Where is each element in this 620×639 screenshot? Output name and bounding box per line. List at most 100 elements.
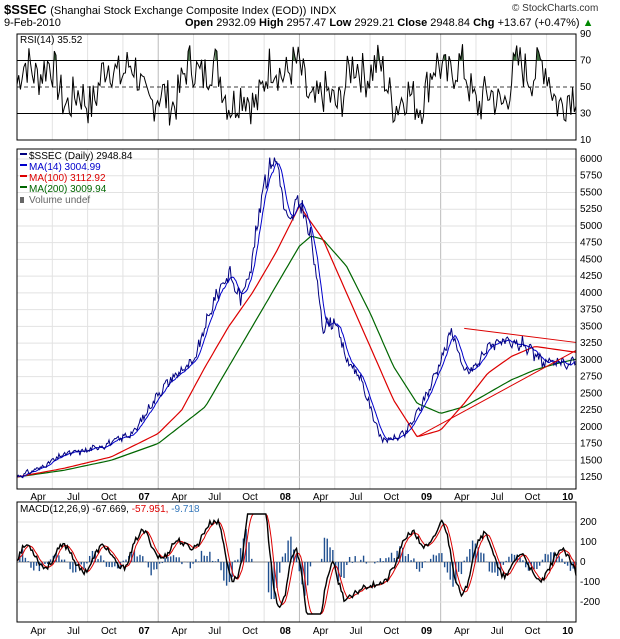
macd-histogram-bar bbox=[491, 562, 493, 573]
legend-entry: MA(14) 3004.99 bbox=[29, 162, 101, 173]
macd-histogram-bar bbox=[86, 562, 88, 564]
macd-histogram-bar bbox=[393, 557, 396, 562]
macd-histogram-bar bbox=[438, 553, 440, 562]
macd-histogram-bar bbox=[114, 562, 116, 567]
macd-histogram-bar bbox=[195, 559, 197, 562]
rsi-overbought-fill bbox=[188, 45, 190, 61]
macd-x-tick-label: Oct bbox=[242, 626, 258, 637]
macd-histogram-bar bbox=[150, 562, 152, 576]
macd-histogram-bar bbox=[519, 557, 521, 562]
price-x-tick-label: Apr bbox=[172, 492, 188, 503]
quote-date: 9-Feb-2010 bbox=[4, 17, 61, 29]
macd-label-signal: -57.951, bbox=[132, 504, 171, 515]
macd-histogram-bar bbox=[474, 543, 477, 562]
macd-histogram-bar bbox=[170, 556, 172, 562]
macd-histogram-bar bbox=[167, 556, 169, 562]
macd-histogram-bar bbox=[130, 551, 133, 562]
rsi-label: RSI(14) 35.52 bbox=[20, 35, 83, 46]
macd-histogram-bar bbox=[334, 562, 337, 569]
macd-histogram-bar bbox=[388, 557, 390, 562]
macd-histogram-bar bbox=[480, 552, 482, 562]
macd-histogram-bar bbox=[457, 562, 460, 572]
macd-tick-label: -200 bbox=[580, 597, 600, 608]
brand-watermark: © StockCharts.com bbox=[512, 3, 599, 14]
macd-histogram-bar bbox=[415, 562, 418, 570]
legend-swatch bbox=[20, 153, 27, 155]
price-tick-label: 3500 bbox=[580, 321, 603, 332]
macd-histogram-bar bbox=[41, 562, 43, 567]
macd-histogram-bar bbox=[133, 550, 136, 562]
macd-histogram-bar bbox=[293, 549, 295, 562]
macd-histogram-bar bbox=[329, 547, 331, 562]
macd-histogram-bar bbox=[360, 559, 362, 562]
rsi-tick-label: 70 bbox=[580, 56, 592, 67]
macd-histogram-bar bbox=[122, 560, 124, 562]
rsi-overbought-fill bbox=[54, 51, 56, 61]
macd-histogram-bar bbox=[541, 559, 544, 562]
price-tick-label: 4500 bbox=[580, 254, 603, 265]
trendline bbox=[464, 327, 577, 343]
macd-x-tick-label: Oct bbox=[101, 626, 117, 637]
macd-histogram-bar bbox=[108, 562, 110, 568]
macd-histogram-bar bbox=[30, 562, 32, 568]
rsi-panel: 10 30 50 70 90 RSI(14) 35.52 bbox=[16, 29, 592, 146]
macd-histogram-bar bbox=[206, 555, 208, 562]
macd-histogram-bar bbox=[477, 547, 479, 562]
macd-histogram-bar bbox=[424, 561, 426, 562]
macd-histogram-bar bbox=[267, 562, 270, 593]
price-tick-label: 1250 bbox=[580, 472, 603, 483]
macd-histogram-bar bbox=[449, 562, 451, 580]
price-x-tick-label: Jul bbox=[208, 492, 221, 503]
macd-histogram-bar bbox=[483, 553, 485, 562]
macd-histogram-bar bbox=[410, 560, 412, 562]
macd-histogram-bar bbox=[142, 556, 144, 562]
macd-histogram-bar bbox=[530, 562, 532, 566]
macd-histogram-bar bbox=[508, 556, 510, 562]
macd-histogram-bar bbox=[466, 556, 468, 562]
macd-histogram-bar bbox=[441, 553, 443, 562]
macd-histogram-bar bbox=[569, 562, 572, 571]
macd-histogram-bar bbox=[211, 560, 214, 562]
macd-histogram-bar bbox=[94, 551, 96, 562]
price-tick-label: 4750 bbox=[580, 238, 603, 249]
macd-histogram-bar bbox=[161, 562, 164, 564]
ohlc-quote: Open 2932.09 High 2957.47 Low 2929.21 Cl… bbox=[185, 17, 593, 29]
macd-histogram-bar bbox=[326, 538, 328, 562]
macd-histogram-bar bbox=[47, 562, 49, 565]
macd-x-tick-label: Jul bbox=[491, 626, 504, 637]
chart-symbol-title: $SSEC (Shanghai Stock Exchange Composite… bbox=[4, 2, 336, 17]
macd-histogram-bar bbox=[544, 553, 546, 562]
x-axis: Apr Apr Jul Jul Oct Oct 07 07 Apr Apr Jul Jul Oct Oct… bbox=[30, 492, 573, 637]
price-tick-label: 1500 bbox=[580, 455, 603, 466]
price-x-tick-label: Jul bbox=[67, 492, 80, 503]
macd-histogram-bar bbox=[49, 559, 52, 562]
macd-histogram-bar bbox=[281, 556, 284, 562]
macd-label: MACD(12,26,9) -67.669, -57.951, -9.718 bbox=[20, 504, 200, 515]
macd-x-tick-label: Apr bbox=[30, 626, 46, 637]
macd-histogram-bar bbox=[455, 562, 457, 584]
macd-histogram-bar bbox=[374, 562, 376, 564]
macd-histogram-bar bbox=[522, 560, 524, 562]
rsi-tick-label: 30 bbox=[580, 109, 592, 120]
macd-histogram-bar bbox=[354, 556, 356, 562]
macd-histogram-bar bbox=[351, 562, 354, 563]
macd-histogram-bar bbox=[178, 557, 180, 562]
macd-histogram-bar bbox=[407, 554, 409, 562]
macd-histogram-bar bbox=[158, 562, 161, 564]
macd-histogram-bar bbox=[63, 559, 66, 562]
rsi-tick-label: 10 bbox=[580, 135, 592, 146]
price-frame bbox=[16, 148, 577, 490]
legend-swatch bbox=[20, 164, 27, 166]
macd-histogram-bar bbox=[365, 562, 368, 564]
macd-histogram-bar bbox=[295, 553, 298, 562]
legend-entry: $SSEC (Daily) 2948.84 bbox=[29, 151, 133, 162]
price-x-tick-label: Apr bbox=[454, 492, 470, 503]
macd-histogram-bar bbox=[536, 562, 538, 570]
macd-histogram-bar bbox=[175, 557, 178, 562]
macd-x-tick-label: Apr bbox=[454, 626, 470, 637]
price-tick-label: 2000 bbox=[580, 422, 603, 433]
macd-histogram-bar bbox=[379, 558, 382, 562]
macd-x-tick-label: Apr bbox=[313, 626, 329, 637]
macd-histogram-bar bbox=[209, 551, 211, 562]
